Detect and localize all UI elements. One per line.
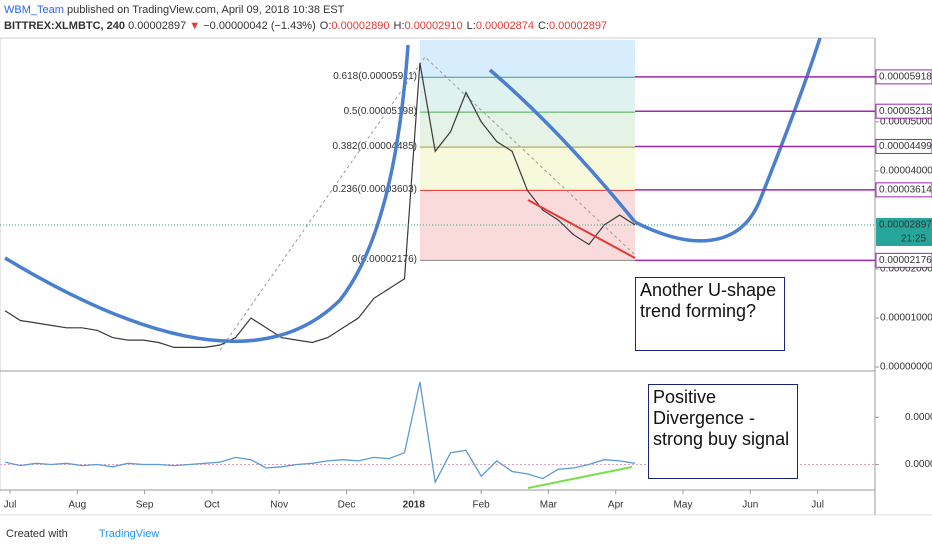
footer-created: Created with	[6, 528, 68, 540]
arrow: ▼	[189, 20, 201, 32]
level-label: 0.00005918	[879, 72, 932, 83]
current-label: 0.00002897	[879, 220, 932, 231]
level-box	[875, 69, 932, 85]
u-curve-projection	[634, 37, 822, 243]
resistance-curve	[488, 68, 637, 224]
x-tick-label: Jul	[4, 500, 17, 511]
u-curve	[4, 44, 410, 344]
divergence-line	[527, 466, 633, 489]
ohlc: O:0.00002890 H:0.00002910 L:0.00002874 C:0.…	[316, 20, 607, 32]
x-tick-label: Jun	[742, 500, 758, 511]
fib-label: 0.618(0.00005911)	[333, 71, 417, 82]
fib-label: 0.5(0.00005198)	[344, 106, 417, 117]
x-tick-label: Apr	[608, 500, 624, 511]
x-tick-label: Feb	[472, 500, 490, 511]
level-label: 0.00003614	[879, 184, 932, 195]
y-tick-label: 0.00005000	[880, 117, 932, 128]
osc-tick-label: 0.0000	[905, 412, 932, 423]
header-line1: WBM_Team published on TradingView.com, A…	[4, 4, 344, 16]
level-label: 0.00002176	[879, 255, 932, 266]
level-box	[875, 182, 932, 198]
ohlc-key: C:	[537, 20, 549, 32]
ohlc-value: 0.00002897	[548, 20, 608, 32]
footer-brand[interactable]: TradingView	[98, 528, 160, 540]
x-tick-label: May	[674, 500, 693, 511]
axis: 0.00000000 0.00001000 0.00002000 0.00004000…	[4, 69, 932, 511]
level-box	[875, 252, 932, 268]
fib-label: 0.236(0.00003603)	[332, 184, 417, 195]
x-tick-label: Nov	[270, 500, 288, 511]
y-tick-label: 0.00001000	[880, 313, 932, 324]
osc-tick-label: 0.0000	[905, 459, 932, 470]
fib-band	[420, 40, 635, 78]
level-label: 0.00005218	[879, 106, 932, 117]
fib-band	[420, 190, 635, 261]
fib-bands: 0.618(0.00005911) 0.5(0.00005198) 0.382(0.…	[332, 40, 635, 265]
y-tick-label: 0.00002000	[880, 264, 932, 275]
level-box	[875, 103, 932, 119]
header-line2: BITTREX:XLMBTC, 240 0.00002897 ▼ −0.0000…	[4, 20, 607, 32]
ohlc-key: O:	[319, 20, 332, 32]
current-box	[876, 218, 932, 247]
ohlc-value: 0.00002910	[404, 20, 463, 32]
fib-label: 0.382(0.00004485)	[332, 141, 417, 152]
annotation: Another U-shape trend forming?	[635, 277, 785, 351]
oscillator-line	[4, 381, 636, 485]
fib-band	[420, 112, 635, 148]
x-tick-label: Aug	[68, 500, 86, 511]
footer: Created with TradingView	[6, 528, 159, 540]
fib-label: 0(0.00002176)	[352, 254, 417, 265]
ohlc-key: H:	[393, 20, 405, 32]
ohlc-value: 0.00002874	[475, 20, 534, 32]
published: published on TradingView.com, April 09, …	[66, 4, 345, 16]
y-tick-label: 0.00004000	[880, 166, 932, 177]
x-tick-label: Jul	[811, 500, 824, 511]
x-tick-label: Mar	[540, 500, 558, 511]
level-label: 0.00004499	[879, 141, 932, 152]
fib-band	[420, 147, 635, 191]
ohlc-key: L:	[466, 20, 476, 32]
change: −0.00000042 (−1.43%)	[203, 20, 316, 32]
x-tick-label: 2018	[403, 500, 426, 511]
level-box	[875, 138, 932, 154]
annotation: Positive Divergence - strong buy signal	[648, 384, 798, 479]
symbol: BITTREX:XLMBTC, 240	[4, 20, 126, 32]
publisher[interactable]: WBM_Team	[4, 4, 64, 16]
support-line	[527, 199, 636, 259]
x-tick-label: Dec	[338, 500, 356, 511]
price-line	[4, 62, 636, 348]
last: 0.00002897	[128, 20, 187, 32]
fib-band	[420, 77, 635, 113]
y-tick-label: 0.00000000	[880, 362, 932, 373]
countdown: 21:25	[901, 234, 926, 245]
ohlc-value: 0.00002890	[331, 20, 390, 32]
x-tick-label: Sep	[136, 500, 154, 511]
x-tick-label: Oct	[204, 500, 220, 511]
